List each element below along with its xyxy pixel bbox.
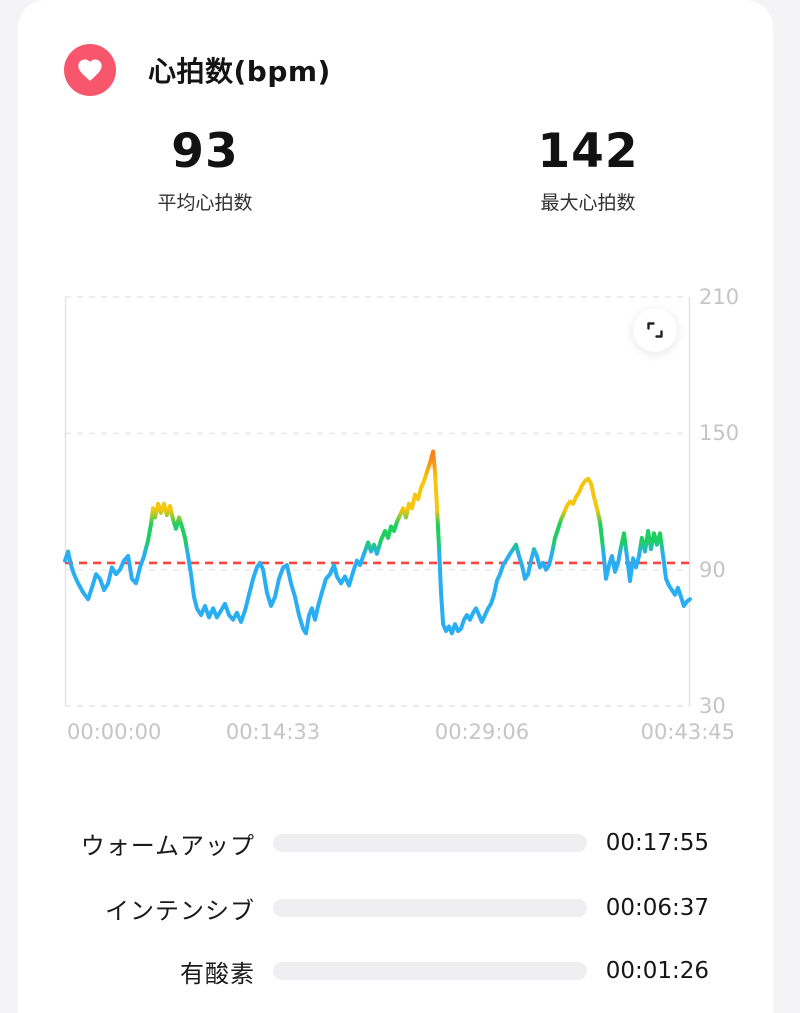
zone-duration: 00:17:55 <box>605 830 709 856</box>
x-tick-end: 00:43:45 <box>640 720 735 744</box>
average-hr-value: 93 <box>171 124 239 179</box>
stat-average-hr: 93 平均心拍数 <box>105 126 305 215</box>
zone-duration: 00:06:37 <box>605 895 709 921</box>
y-tick-150: 150 <box>699 421 740 445</box>
zone-duration: 00:01:26 <box>605 958 709 984</box>
zone-row: インテンシブ 00:06:37 <box>18 890 773 926</box>
stat-max-hr: 142 最大心拍数 <box>488 126 688 215</box>
zone-label: インテンシブ <box>105 896 255 925</box>
y-tick-210: 210 <box>699 285 740 309</box>
x-tick-start: 00:00:00 <box>67 720 162 744</box>
expand-icon <box>647 322 663 338</box>
max-hr-value: 142 <box>537 124 639 179</box>
max-hr-label: 最大心拍数 <box>540 192 636 214</box>
zone-label: ウォームアップ <box>80 831 255 860</box>
zone-progress-track <box>273 899 587 917</box>
x-tick-half: 00:29:06 <box>434 720 530 744</box>
heart-rate-card: 心拍数(bpm) 93 平均心拍数 142 最大心拍数 210 150 90 3… <box>18 0 773 1013</box>
page-title: 心拍数(bpm) <box>148 55 331 88</box>
heart-rate-line <box>63 296 692 707</box>
stats-row: 93 平均心拍数 142 最大心拍数 <box>18 126 773 215</box>
zone-row: 有酸素 00:01:26 <box>18 953 773 989</box>
heart-icon <box>64 44 116 96</box>
average-hr-label: 平均心拍数 <box>157 192 253 214</box>
x-tick-quarter: 00:14:33 <box>225 720 321 744</box>
expand-chart-button[interactable] <box>633 308 677 352</box>
heart-rate-chart[interactable] <box>63 296 692 707</box>
y-tick-90: 90 <box>699 558 726 582</box>
zone-label: 有酸素 <box>180 959 255 988</box>
zone-progress-track <box>273 962 587 980</box>
zone-row: ウォームアップ 00:17:55 <box>18 825 773 861</box>
card-header: 心拍数(bpm) <box>64 44 331 96</box>
y-tick-30: 30 <box>699 694 726 718</box>
zone-progress-track <box>273 834 587 852</box>
